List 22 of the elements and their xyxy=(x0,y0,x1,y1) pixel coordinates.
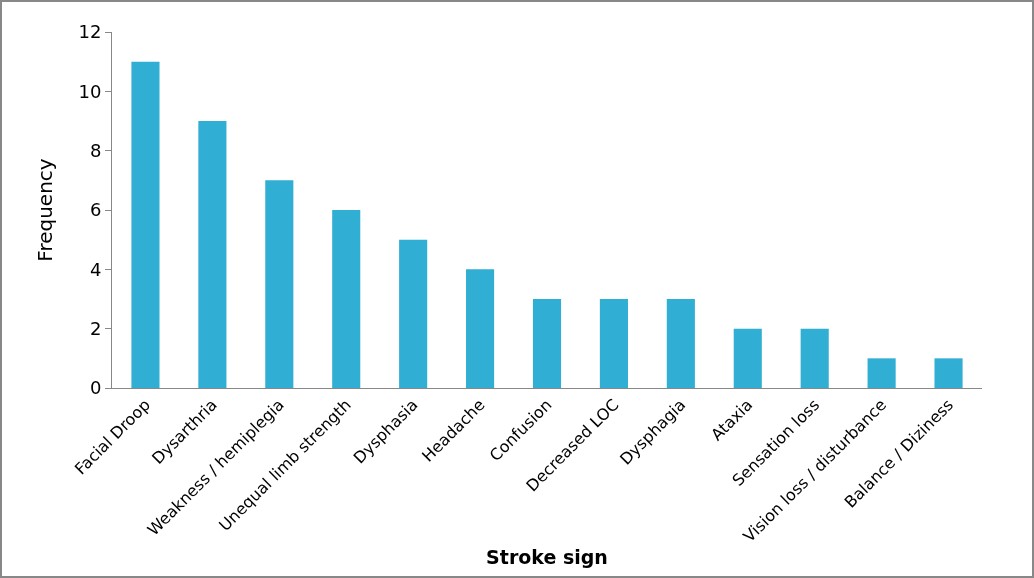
bar xyxy=(666,299,695,388)
bar xyxy=(532,299,562,388)
x-axis-title: Stroke sign xyxy=(486,545,608,568)
bar xyxy=(867,358,896,388)
y-tick-label: 6 xyxy=(89,199,102,221)
y-tick-label: 10 xyxy=(78,80,102,102)
y-tick-label: 2 xyxy=(89,317,102,339)
bar xyxy=(399,239,428,388)
y-tick-label: 12 xyxy=(78,21,102,43)
bar xyxy=(599,299,628,388)
bar xyxy=(733,328,762,388)
bar xyxy=(800,328,829,388)
bar xyxy=(265,180,294,388)
bar xyxy=(934,358,963,388)
bar xyxy=(332,210,361,388)
y-tick-label: 4 xyxy=(89,258,102,280)
bar xyxy=(466,269,495,388)
bar xyxy=(131,61,160,388)
bar xyxy=(198,121,227,388)
y-tick-label: 8 xyxy=(89,139,102,161)
y-axis-title: Frequency xyxy=(32,158,57,262)
y-tick-label: 0 xyxy=(89,377,102,399)
